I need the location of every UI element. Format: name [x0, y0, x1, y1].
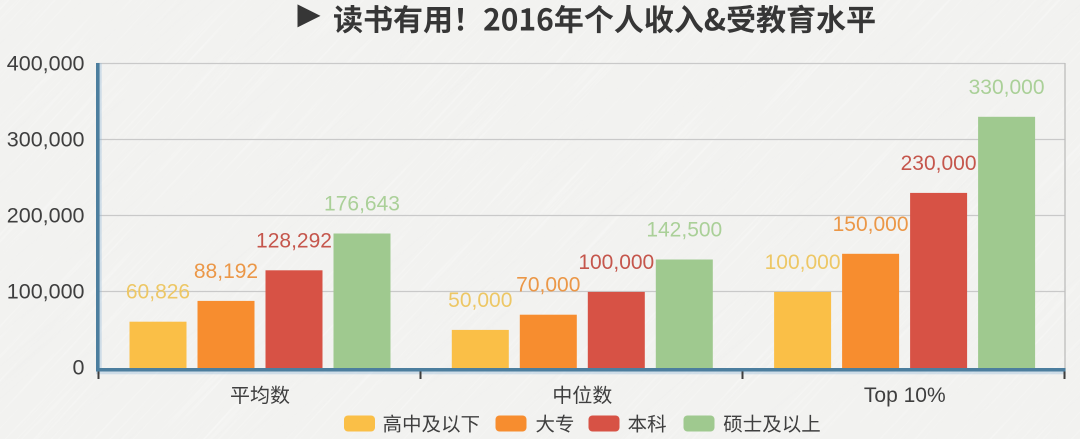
svg-text:88,192: 88,192	[194, 260, 258, 283]
svg-text:Top 10%: Top 10%	[864, 384, 946, 407]
svg-text:70,000: 70,000	[516, 274, 580, 297]
svg-text:176,643: 176,643	[324, 193, 400, 216]
svg-text:300,000: 300,000	[7, 127, 85, 151]
svg-text:150,000: 150,000	[833, 213, 909, 236]
svg-text:128,292: 128,292	[256, 229, 332, 252]
svg-text:100,000: 100,000	[578, 251, 654, 274]
svg-text:100,000: 100,000	[765, 251, 841, 274]
svg-text:142,500: 142,500	[646, 219, 722, 242]
svg-text:100,000: 100,000	[7, 279, 85, 303]
svg-text:330,000: 330,000	[969, 76, 1045, 99]
svg-text:400,000: 400,000	[7, 51, 85, 75]
svg-text:0: 0	[73, 355, 85, 379]
svg-text:50,000: 50,000	[448, 289, 512, 312]
svg-text:60,826: 60,826	[126, 281, 190, 304]
svg-text:200,000: 200,000	[7, 203, 85, 227]
svg-text:230,000: 230,000	[901, 152, 977, 175]
